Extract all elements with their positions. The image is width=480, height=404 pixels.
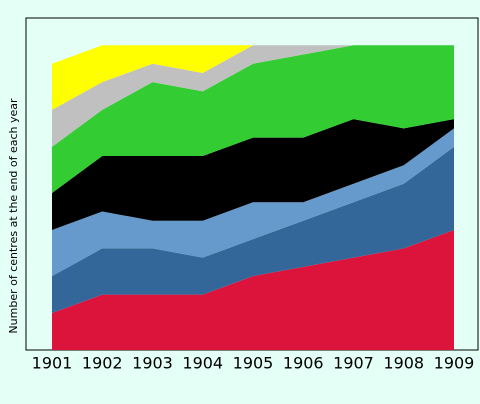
x-tick-label: 1904	[182, 354, 223, 373]
area	[52, 146, 454, 314]
x-tick-label: 1903	[132, 354, 173, 373]
x-tick-label: 1906	[283, 354, 324, 373]
x-tick-label: 1901	[32, 354, 73, 373]
area	[52, 45, 454, 147]
x-tick-label: 1907	[333, 354, 374, 373]
area	[52, 45, 454, 110]
x-tick-label: 1905	[233, 354, 274, 373]
area	[52, 229, 454, 350]
x-tick-label: 1909	[434, 354, 475, 373]
area	[52, 119, 454, 230]
x-tick-label: 1902	[82, 354, 123, 373]
x-tick-label: 1908	[383, 354, 424, 373]
y-axis-label: Number of centres at the end of each yea…	[7, 98, 20, 334]
